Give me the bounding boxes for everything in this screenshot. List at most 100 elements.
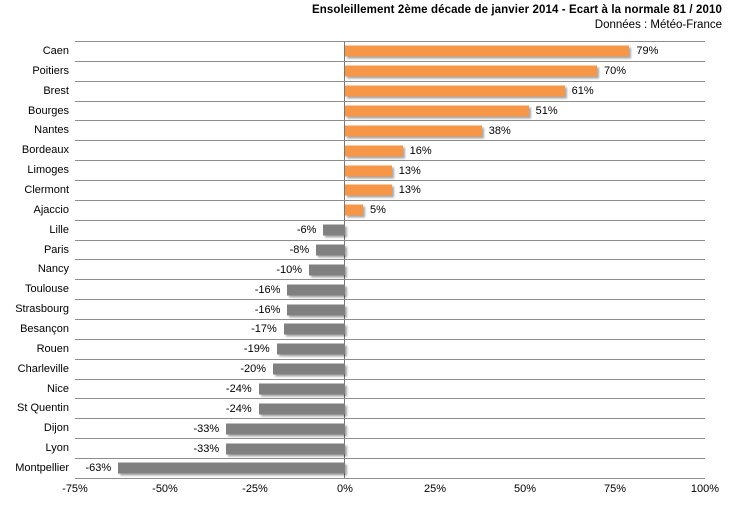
category-label: Clermont	[24, 183, 69, 196]
category-label: Lyon	[45, 442, 69, 455]
bar-value-label: 13%	[398, 164, 421, 177]
category-label: Strasbourg	[15, 303, 69, 316]
bar-value-label: 79%	[636, 45, 659, 58]
bar-negative	[226, 423, 345, 435]
category-label: Limoges	[27, 164, 69, 177]
x-tick-label: 50%	[513, 483, 537, 495]
category-label: Rouen	[36, 342, 69, 355]
bar-positive	[345, 65, 597, 77]
bar-value-label: -33%	[193, 422, 220, 435]
bar-negative	[316, 244, 345, 256]
category-label: St Quentin	[17, 402, 69, 415]
category-label: Lille	[49, 223, 69, 236]
category-label: Besançon	[20, 322, 69, 335]
chart-row: -63%	[75, 459, 705, 479]
bar-value-label: -33%	[193, 442, 220, 455]
chart-row: 5%	[75, 201, 705, 221]
bar-positive	[345, 105, 529, 117]
category-label: Paris	[43, 243, 69, 256]
category-label: Poitiers	[32, 64, 69, 77]
category-label: Nancy	[37, 263, 69, 276]
chart-row: 16%	[75, 141, 705, 162]
category-label: Nantes	[34, 124, 69, 137]
category-label: Nice	[46, 382, 69, 395]
category-label: Montpellier	[15, 461, 69, 474]
chart-row: -10%	[75, 260, 705, 281]
x-tick-label: 75%	[603, 483, 627, 495]
x-tick-label: 0%	[337, 483, 353, 495]
chart-row: -17%	[75, 320, 705, 340]
bar-negative	[276, 343, 345, 355]
chart-row: -20%	[75, 360, 705, 380]
bar-value-label: -8%	[289, 244, 310, 257]
chart-subtitle: Données : Météo-France	[594, 19, 722, 31]
bar-negative	[258, 403, 345, 415]
bar-value-label: -19%	[243, 343, 270, 356]
chart-row: 51%	[75, 102, 705, 122]
bar-negative	[273, 363, 345, 375]
x-tick-label: -25%	[242, 483, 268, 495]
bar-positive	[345, 45, 630, 57]
chart-row: 13%	[75, 181, 705, 201]
category-label: Brest	[43, 84, 69, 97]
bar-value-label: -24%	[225, 402, 252, 415]
bar-value-label: 70%	[603, 65, 627, 78]
bar-negative	[309, 264, 345, 276]
plot-area: 79% 70% 61% 51% 38% 16% 13% 13% 5% -6% -8% -10% -16%…	[75, 41, 705, 479]
bar-value-label: -10%	[276, 263, 302, 276]
x-tick-label: -50%	[152, 483, 178, 495]
bar-negative	[118, 462, 345, 474]
chart-row: -16%	[75, 300, 705, 321]
bar-value-label: 38%	[488, 124, 511, 137]
chart-row: -8%	[75, 241, 705, 261]
chart-row: -33%	[75, 419, 705, 440]
value-axis: -75% -50% -25% 0% 25% 50% 75% 100%	[62, 483, 719, 499]
x-tick-label: 25%	[423, 483, 447, 495]
category-label: Dijon	[43, 422, 69, 435]
bar-positive	[345, 204, 363, 216]
chart-row: -24%	[75, 399, 705, 420]
bar-positive	[345, 165, 392, 177]
x-tick-label: 100%	[690, 483, 720, 495]
category-label: Charleville	[17, 362, 69, 375]
chart-row: -6%	[75, 221, 705, 241]
bar-value-label: 16%	[409, 144, 432, 157]
category-label: Bourges	[28, 104, 69, 117]
bar-negative	[226, 443, 345, 455]
chart-row: -16%	[75, 280, 705, 301]
bar-negative	[258, 383, 345, 395]
bar-value-label: -24%	[225, 383, 252, 396]
chart-row: 61%	[75, 82, 705, 102]
bar-value-label: 5%	[370, 204, 386, 217]
bar-positive	[345, 125, 482, 137]
chart-row: -24%	[75, 380, 705, 400]
category-label: Toulouse	[24, 283, 69, 296]
category-axis: Caen Poitiers Brest Bourges Nantes Bordeaux Li…	[0, 41, 69, 478]
bar-value-label: -17%	[251, 323, 277, 336]
chart-row: -19%	[75, 340, 705, 360]
bar-negative	[283, 323, 345, 335]
bar-negative	[323, 224, 345, 236]
bar-positive	[345, 184, 392, 196]
zero-axis-line	[344, 42, 345, 479]
x-tick-label: -75%	[62, 483, 88, 495]
bar-value-label: -16%	[254, 303, 281, 316]
category-label: Ajaccio	[33, 203, 69, 216]
bar-value-label: -16%	[254, 283, 281, 296]
bar-value-label: -63%	[85, 462, 112, 475]
bar-value-label: 13%	[398, 184, 421, 197]
bar-value-label: -20%	[240, 363, 267, 376]
chart-title: Ensoleillement 2ème décade de janvier 20…	[311, 4, 722, 16]
bar-negative	[287, 284, 345, 296]
category-label: Bordeaux	[21, 144, 69, 157]
chart-row: 38%	[75, 121, 705, 142]
bar-negative	[287, 304, 345, 316]
bar-value-label: 61%	[571, 85, 594, 98]
category-label: Caen	[42, 44, 69, 57]
chart-row: 70%	[75, 62, 705, 82]
chart-row: 79%	[75, 42, 705, 62]
chart-row: -33%	[75, 439, 705, 460]
bar-positive	[345, 145, 403, 157]
bar-positive	[345, 85, 565, 97]
